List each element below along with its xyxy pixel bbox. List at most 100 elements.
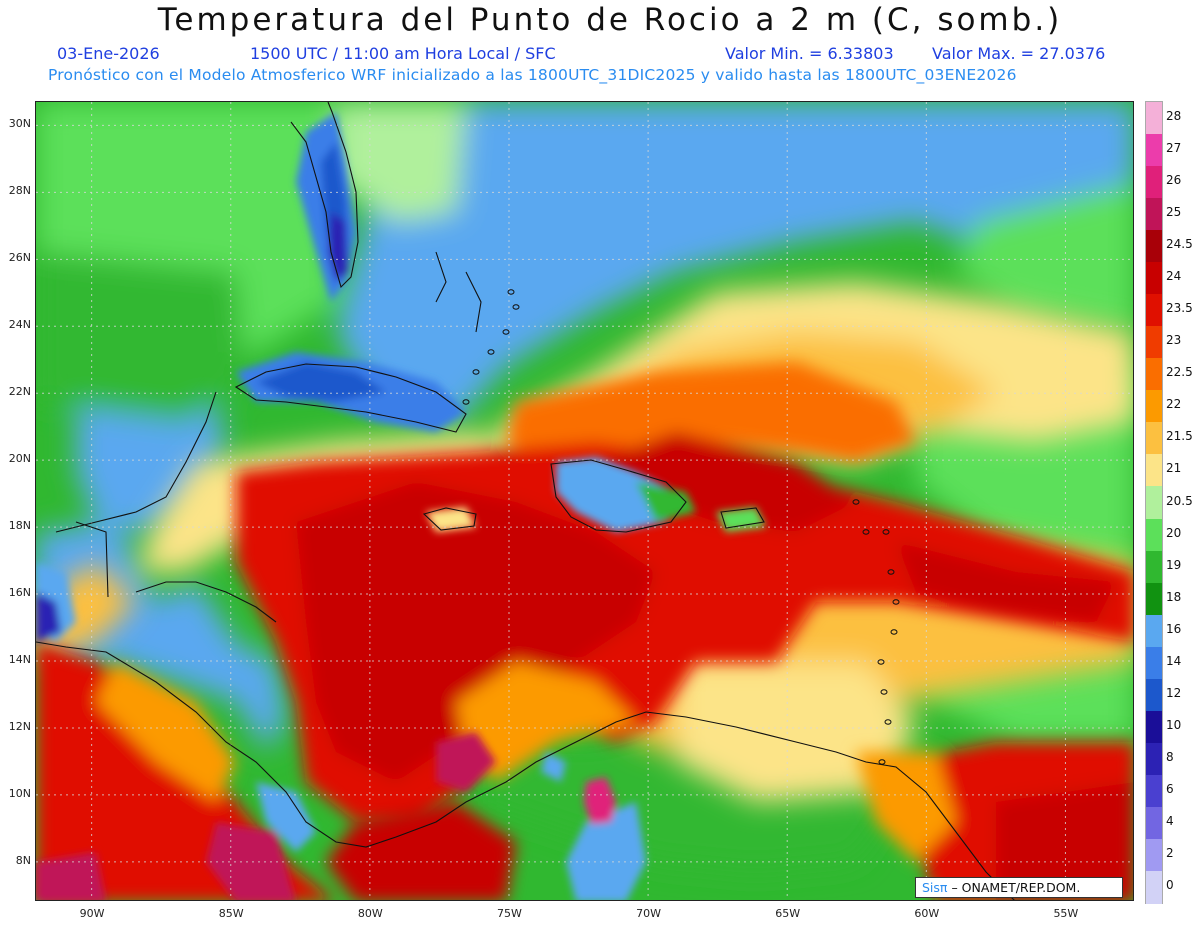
colorbar-label: 10: [1166, 717, 1182, 732]
colorbar-cell: [1146, 614, 1162, 648]
colorbar-cell: [1146, 230, 1162, 263]
colorbar-label: 8: [1166, 749, 1174, 764]
min-value: Valor Min. = 6.33803: [725, 44, 894, 63]
colorbar-cell: [1146, 550, 1162, 584]
map-canvas: [36, 102, 1133, 900]
colorbar-label: 23.5: [1166, 301, 1193, 316]
lat-label: 26N: [8, 251, 31, 265]
lon-label: 85W: [218, 907, 244, 920]
island-outline: [890, 629, 898, 635]
colorbar-label: 2: [1166, 845, 1174, 860]
island-outline: [472, 369, 480, 375]
lat-label: 8N: [15, 853, 31, 867]
lat-label: 24N: [8, 318, 31, 332]
colorbar-label: 24.5: [1166, 237, 1193, 252]
colorbar-label: 0: [1166, 877, 1174, 892]
colorbar-label: 16: [1166, 621, 1182, 636]
lat-label: 12N: [8, 719, 31, 733]
forecast-description: Pronóstico con el Modelo Atmosferico WRF…: [48, 66, 1017, 84]
island-outline: [852, 499, 860, 505]
lon-label: 60W: [914, 907, 940, 920]
colorbar-label: 25: [1166, 205, 1182, 220]
colorbar-cell: [1146, 262, 1162, 295]
colorbar-cell: [1146, 454, 1162, 488]
sis-logo-text: Sisπ: [922, 880, 948, 895]
credit-box: Sisπ – ONAMET/REP.DOM.: [915, 877, 1123, 898]
max-value: Valor Max. = 27.0376: [932, 44, 1106, 63]
island-outline: [892, 599, 900, 605]
colorbar-cell: [1146, 582, 1162, 616]
organization-text: – ONAMET/REP.DOM.: [951, 880, 1081, 895]
colorbar-cell: [1146, 678, 1162, 712]
colorbar-cell: [1146, 294, 1162, 327]
colorbar-label: 6: [1166, 781, 1174, 796]
colorbar-cell: [1146, 710, 1162, 744]
lat-label: 16N: [8, 586, 31, 600]
lat-label: 18N: [8, 519, 31, 533]
island-outline: [862, 529, 870, 535]
lon-label: 80W: [357, 907, 383, 920]
island-outline: [880, 689, 888, 695]
colorbar-cell: [1146, 870, 1162, 904]
valid-time: 1500 UTC / 11:00 am Hora Local / SFC: [250, 44, 556, 63]
coastlines: [36, 102, 1015, 900]
colorbar-label: 20.5: [1166, 493, 1193, 508]
colorbar-label: 23: [1166, 333, 1182, 348]
colorbar-label: 20: [1166, 525, 1182, 540]
lon-label: 75W: [496, 907, 522, 920]
colorbar-cell: [1146, 326, 1162, 359]
colorbar-cell: [1146, 166, 1162, 199]
colorbar-cell: [1146, 806, 1162, 840]
colorbar-cell: [1146, 358, 1162, 391]
lon-label: 90W: [79, 907, 105, 920]
island-outline: [462, 399, 470, 405]
island-outline: [877, 659, 885, 665]
colorbar-cell: [1146, 838, 1162, 872]
colorbar-cell: [1146, 102, 1162, 135]
island-outline: [512, 304, 520, 310]
colorbar-label: 21.5: [1166, 429, 1193, 444]
colorbar-label: 12: [1166, 685, 1182, 700]
colorbar-label: 28: [1166, 109, 1182, 124]
field-layers: [36, 102, 1133, 900]
lon-label: 65W: [775, 907, 801, 920]
island-outlines: [462, 289, 900, 765]
lat-label: 28N: [8, 184, 31, 198]
colorbar-label: 22: [1166, 397, 1182, 412]
island-outline: [487, 349, 495, 355]
colorbar-label: 27: [1166, 141, 1182, 156]
colorbar-label: 19: [1166, 557, 1182, 572]
colorbar-cell: [1146, 422, 1162, 456]
colorbar-cell: [1146, 486, 1162, 520]
colorbar-label: 24: [1166, 269, 1182, 284]
island-outline: [882, 529, 890, 535]
dewpoint-map: [35, 101, 1134, 901]
map-title: Temperatura del Punto de Rocio a 2 m (C,…: [157, 2, 1063, 38]
island-outline: [502, 329, 510, 335]
lat-label: 30N: [8, 117, 31, 131]
colorbar-cell: [1146, 134, 1162, 167]
colorbar-cell: [1146, 646, 1162, 680]
lon-label: 55W: [1053, 907, 1079, 920]
lat-label: 20N: [8, 452, 31, 466]
lon-label: 70W: [636, 907, 661, 920]
colorbar-cell: [1146, 198, 1162, 231]
colorbar-cell: [1146, 390, 1162, 423]
valid-date: 03-Ene-2026: [57, 44, 160, 63]
colorbar-label: 22.5: [1166, 365, 1193, 380]
colorbar-label: 26: [1166, 173, 1182, 188]
lat-label: 22N: [8, 385, 31, 399]
lat-label: 10N: [8, 786, 31, 800]
colorbar-label: 21: [1166, 461, 1182, 476]
colorbar-label: 14: [1166, 653, 1182, 668]
colorbar-label: 18: [1166, 589, 1182, 604]
island-outline: [878, 759, 886, 765]
map-gridlines: [36, 102, 1133, 900]
colorbar-label: 4: [1166, 813, 1174, 828]
lat-label: 14N: [8, 652, 31, 666]
island-outline: [507, 289, 515, 295]
colorbar-cell: [1146, 742, 1162, 776]
colorbar: [1145, 101, 1163, 904]
island-outline: [887, 569, 895, 575]
colorbar-cell: [1146, 774, 1162, 808]
